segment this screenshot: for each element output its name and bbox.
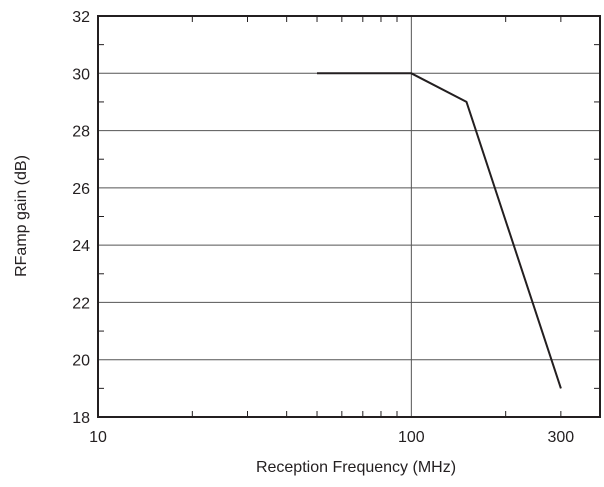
x-tick-label: 10 bbox=[89, 429, 107, 446]
x-tick-label: 100 bbox=[398, 429, 425, 446]
y-tick-label: 28 bbox=[72, 124, 90, 141]
series-line bbox=[317, 72, 562, 389]
y-tick-label: 32 bbox=[72, 9, 90, 26]
y-axis-title: RFamp gain (dB) bbox=[13, 155, 30, 277]
y-tick-label: 24 bbox=[72, 238, 90, 255]
grid-layer bbox=[98, 16, 600, 417]
y-tick-label: 20 bbox=[72, 353, 90, 370]
x-tick-label: 300 bbox=[547, 429, 574, 446]
y-tick-label: 18 bbox=[72, 410, 90, 427]
plot-frame bbox=[97, 15, 601, 418]
x-axis-title: Reception Frequency (MHz) bbox=[256, 459, 456, 476]
tick-label-layer: 18 20 22 24 26 28 30 32 10 100 300 bbox=[72, 9, 574, 446]
y-tick-label: 30 bbox=[72, 66, 90, 83]
series-layer bbox=[317, 72, 562, 389]
minor-tick-layer bbox=[98, 16, 600, 417]
y-tick-label: 26 bbox=[72, 181, 90, 198]
y-tick-label: 22 bbox=[72, 295, 90, 312]
